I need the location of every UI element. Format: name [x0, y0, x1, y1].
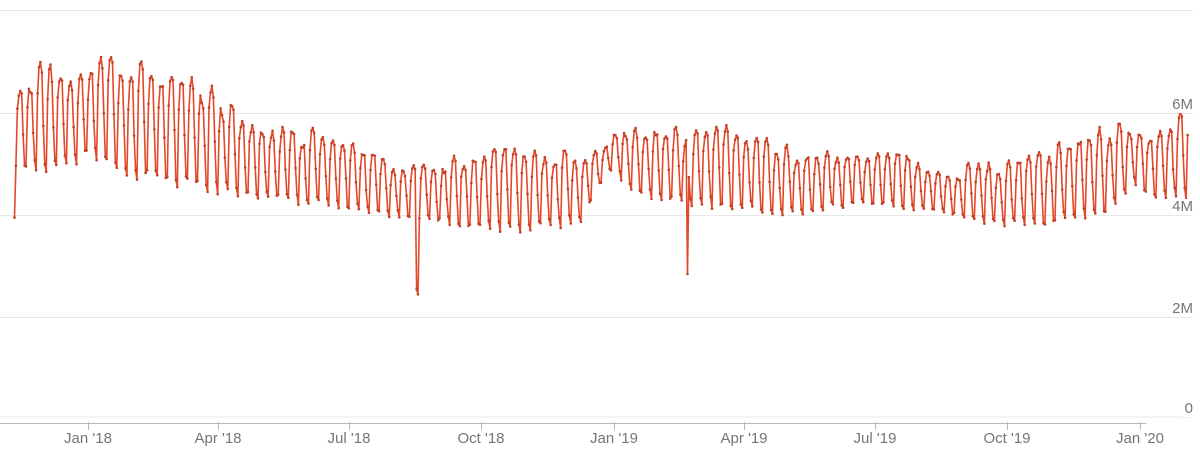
x-axis-label: Jan '20	[1116, 430, 1164, 447]
x-axis-label: Apr '19	[720, 430, 768, 447]
x-axis-label: Apr '18	[194, 430, 242, 447]
y-axis-label: 6M	[1170, 96, 1193, 113]
x-axis-label: Jul '18	[327, 430, 371, 447]
x-axis-label: Jan '19	[590, 430, 638, 447]
x-axis-label: Jul '19	[853, 430, 897, 447]
series-line[interactable]	[13, 56, 1189, 296]
x-axis-label: Oct '19	[983, 430, 1031, 447]
x-axis-label: Jan '18	[64, 430, 112, 447]
series-markers	[13, 55, 1189, 296]
y-axis-label: 2M	[1170, 300, 1193, 317]
x-axis-label: Oct '18	[457, 430, 505, 447]
y-axis-label: 4M	[1170, 198, 1193, 215]
y-axis-label: 0	[1182, 400, 1193, 417]
